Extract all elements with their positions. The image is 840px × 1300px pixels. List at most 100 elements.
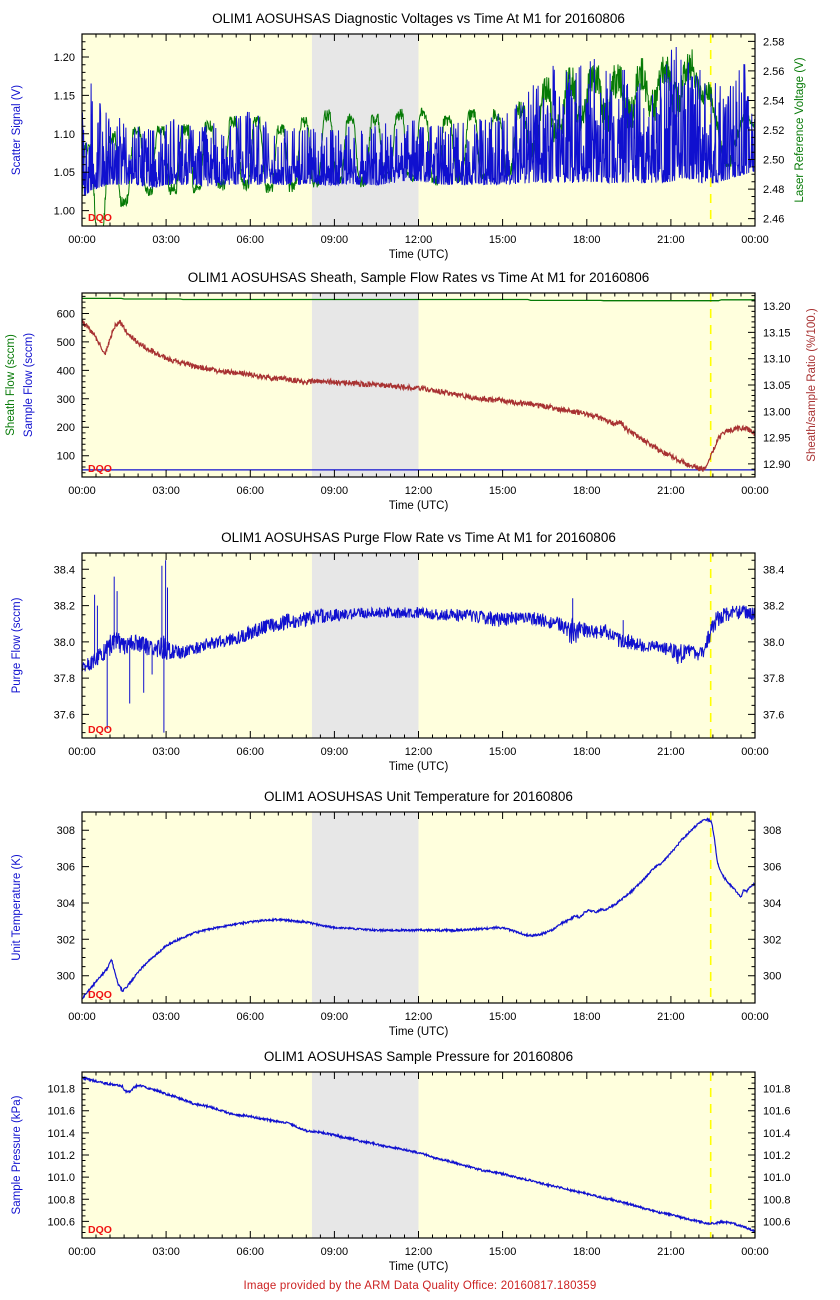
y-tick-label-right: 13.15 bbox=[763, 327, 791, 339]
x-axis-title: Time (UTC) bbox=[389, 1026, 449, 1038]
unit-temperature-series bbox=[81, 817, 756, 1000]
x-tick-label: 00:00 bbox=[741, 234, 769, 246]
y-axis-title-left: Sheath Flow (sccm) bbox=[5, 334, 17, 436]
y-tick-label-right: 38.4 bbox=[763, 564, 784, 576]
x-tick-label: 21:00 bbox=[657, 1011, 685, 1023]
y-tick-label-right: 101.8 bbox=[763, 1084, 791, 1096]
x-tick-label: 03:00 bbox=[152, 234, 180, 246]
y-tick-label-left: 300 bbox=[57, 394, 75, 406]
y-tick-label-left: 1.15 bbox=[54, 90, 75, 102]
y-tick-label-left: 400 bbox=[57, 365, 75, 377]
y-tick-label-right: 101.2 bbox=[763, 1150, 791, 1162]
x-axis-title: Time (UTC) bbox=[389, 500, 449, 512]
y-tick-label-left: 101.0 bbox=[47, 1172, 75, 1184]
y-tick-label-left: 37.6 bbox=[54, 709, 75, 721]
dqo-label: DQO bbox=[88, 1224, 112, 1236]
y-tick-label-right: 100.6 bbox=[763, 1216, 791, 1228]
y-axis-title-right: Laser Reference Voltage (V) bbox=[794, 57, 806, 202]
plot-title: OLIM1 AOSUHSAS Purge Flow Rate vs Time A… bbox=[221, 530, 616, 545]
x-tick-label: 09:00 bbox=[321, 485, 349, 497]
axis-ticks bbox=[81, 811, 756, 1004]
y-tick-label-right: 2.52 bbox=[763, 125, 784, 137]
y-tick-label-right: 101.6 bbox=[763, 1106, 791, 1118]
y-tick-label-right: 2.56 bbox=[763, 66, 784, 78]
y-tick-label-left: 300 bbox=[57, 971, 75, 983]
y-tick-label-left: 1.20 bbox=[54, 52, 75, 64]
plot-title: OLIM1 AOSUHSAS Diagnostic Voltages vs Ti… bbox=[212, 11, 625, 26]
x-tick-label: 09:00 bbox=[321, 234, 349, 246]
x-tick-label: 18:00 bbox=[573, 1011, 601, 1023]
x-tick-label: 00:00 bbox=[68, 234, 96, 246]
y-tick-label-right: 38.2 bbox=[763, 601, 784, 613]
y-tick-label-left: 306 bbox=[57, 862, 75, 874]
y-tick-label-right: 12.95 bbox=[763, 433, 791, 445]
y-tick-label-left: 100.8 bbox=[47, 1194, 75, 1206]
x-tick-label: 00:00 bbox=[68, 1011, 96, 1023]
y-axis-title-right: Sheath/sample Ratio (%/100.) bbox=[806, 308, 818, 462]
x-tick-label: 03:00 bbox=[152, 1011, 180, 1023]
caption: Image provided by the ARM Data Quality O… bbox=[243, 1280, 597, 1292]
x-tick-label: 06:00 bbox=[236, 746, 264, 758]
dqo-label: DQO bbox=[88, 212, 112, 224]
y-tick-label-left: 38.0 bbox=[54, 637, 75, 649]
y-tick-label-left: 38.4 bbox=[54, 564, 75, 576]
x-tick-label: 00:00 bbox=[68, 746, 96, 758]
x-tick-label: 00:00 bbox=[68, 485, 96, 497]
y-tick-label-left: 200 bbox=[57, 422, 75, 434]
x-tick-label: 18:00 bbox=[573, 746, 601, 758]
x-tick-label: 21:00 bbox=[657, 234, 685, 246]
qc-shaded-band bbox=[311, 1072, 419, 1238]
dqo-label: DQO bbox=[88, 724, 112, 736]
y-tick-label-left: 1.10 bbox=[54, 129, 75, 141]
qc-shaded-band bbox=[311, 812, 419, 1003]
y-tick-label-right: 37.6 bbox=[763, 709, 784, 721]
y-axis-title-left: Sample Pressure (kPa) bbox=[11, 1095, 23, 1214]
x-tick-label: 00:00 bbox=[741, 1246, 769, 1258]
y-tick-label-right: 12.90 bbox=[763, 459, 791, 471]
plot-title: OLIM1 AOSUHSAS Sample Pressure for 20160… bbox=[264, 1049, 573, 1064]
x-tick-label: 12:00 bbox=[405, 1011, 433, 1023]
plot-title: OLIM1 AOSUHSAS Sheath, Sample Flow Rates… bbox=[188, 270, 649, 285]
x-tick-label: 12:00 bbox=[405, 1246, 433, 1258]
y-tick-label-right: 2.48 bbox=[763, 184, 784, 196]
y-tick-label-right: 100.8 bbox=[763, 1194, 791, 1206]
sheath-flow-series bbox=[82, 297, 755, 302]
y-tick-label-left: 1.00 bbox=[54, 206, 75, 218]
x-tick-label: 12:00 bbox=[405, 234, 433, 246]
y-tick-label-left: 600 bbox=[57, 308, 75, 320]
y-tick-label-left: 1.05 bbox=[54, 167, 75, 179]
x-tick-label: 00:00 bbox=[68, 1246, 96, 1258]
x-axis-title: Time (UTC) bbox=[389, 249, 449, 261]
y-tick-label-right: 101.4 bbox=[763, 1128, 791, 1140]
x-tick-label: 03:00 bbox=[152, 746, 180, 758]
x-tick-label: 12:00 bbox=[405, 485, 433, 497]
x-tick-label: 21:00 bbox=[657, 1246, 685, 1258]
x-tick-label: 18:00 bbox=[573, 234, 601, 246]
x-tick-label: 03:00 bbox=[152, 1246, 180, 1258]
x-tick-label: 12:00 bbox=[405, 746, 433, 758]
x-tick-label: 03:00 bbox=[152, 485, 180, 497]
y-tick-label-right: 2.58 bbox=[763, 36, 784, 48]
y-tick-label-right: 38.0 bbox=[763, 637, 784, 649]
x-tick-label: 15:00 bbox=[489, 485, 517, 497]
sheath-sample-ratio-series bbox=[81, 319, 756, 472]
x-tick-label: 15:00 bbox=[489, 1246, 517, 1258]
x-tick-label: 06:00 bbox=[236, 1246, 264, 1258]
x-tick-label: 06:00 bbox=[236, 485, 264, 497]
y-tick-label-right: 37.8 bbox=[763, 673, 784, 685]
x-tick-label: 15:00 bbox=[489, 1011, 517, 1023]
axis-ticks bbox=[81, 33, 756, 227]
y-tick-label-left: 500 bbox=[57, 337, 75, 349]
y-tick-label-right: 2.54 bbox=[763, 95, 784, 107]
y-tick-label-left: 101.8 bbox=[47, 1084, 75, 1096]
y-tick-label-right: 306 bbox=[763, 862, 781, 874]
y-axis-title-left: Scatter Signal (V) bbox=[11, 85, 23, 175]
y-tick-label-left: 37.8 bbox=[54, 673, 75, 685]
x-tick-label: 00:00 bbox=[741, 746, 769, 758]
x-tick-label: 00:00 bbox=[741, 1011, 769, 1023]
axis-ticks bbox=[81, 553, 756, 738]
sample-pressure-series bbox=[81, 1075, 756, 1233]
y-tick-label-left: 100.6 bbox=[47, 1216, 75, 1228]
